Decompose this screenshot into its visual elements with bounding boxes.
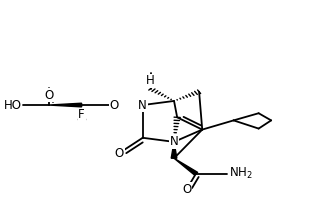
Text: H: H [146,74,155,87]
Text: O: O [115,147,124,160]
Polygon shape [171,142,177,158]
Polygon shape [174,158,198,175]
Text: O: O [182,183,191,196]
Text: O: O [44,89,53,102]
Text: O: O [110,98,119,111]
Text: HO: HO [4,98,22,111]
Text: N: N [170,135,178,148]
Polygon shape [49,103,81,107]
Text: NH$_2$: NH$_2$ [229,166,253,181]
Text: N: N [138,98,147,111]
Text: F: F [78,108,85,121]
